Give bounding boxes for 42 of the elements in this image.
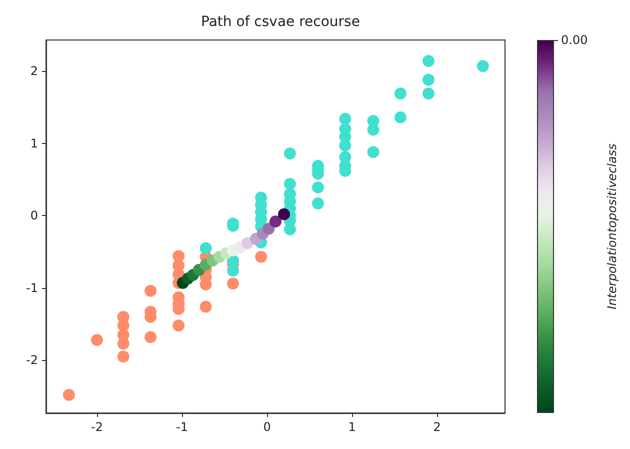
point <box>312 181 324 194</box>
x-tick-label: -1 <box>176 420 188 434</box>
point <box>144 284 157 297</box>
point <box>394 87 406 100</box>
point <box>367 124 380 136</box>
x-tick-label: 2 <box>433 420 441 434</box>
point <box>422 87 434 100</box>
point <box>117 350 130 363</box>
x-tick-label: -2 <box>91 420 103 434</box>
y-tick-label: 1 <box>30 136 38 150</box>
point <box>339 112 352 125</box>
color-bar-title: Interpolationtopositiveclass <box>605 144 619 310</box>
y-tick-label: 2 <box>30 64 38 78</box>
point <box>339 140 352 152</box>
point <box>476 60 489 72</box>
point <box>284 178 296 190</box>
x-tick-label: 1 <box>348 420 356 434</box>
point <box>422 74 434 86</box>
y-tick-label: 0 <box>30 208 38 223</box>
chart-title: Path of csvae recourse <box>201 14 360 30</box>
point <box>422 54 434 67</box>
point <box>144 331 157 344</box>
point <box>312 197 324 210</box>
point <box>227 264 239 277</box>
y-tick-label: -1 <box>26 280 38 295</box>
text: 0.00 <box>561 32 588 48</box>
point <box>200 300 212 313</box>
point <box>394 111 406 124</box>
y-tick-label: -2 <box>26 353 38 368</box>
point <box>255 250 268 263</box>
x-tick-label: 0 <box>263 420 271 434</box>
point <box>117 338 130 350</box>
point <box>62 388 75 401</box>
point <box>284 147 296 160</box>
point <box>270 215 282 228</box>
point <box>278 208 290 220</box>
point <box>91 334 103 346</box>
point <box>200 242 212 254</box>
point <box>227 278 239 290</box>
point <box>172 320 185 332</box>
point <box>367 146 380 158</box>
point <box>262 222 275 235</box>
